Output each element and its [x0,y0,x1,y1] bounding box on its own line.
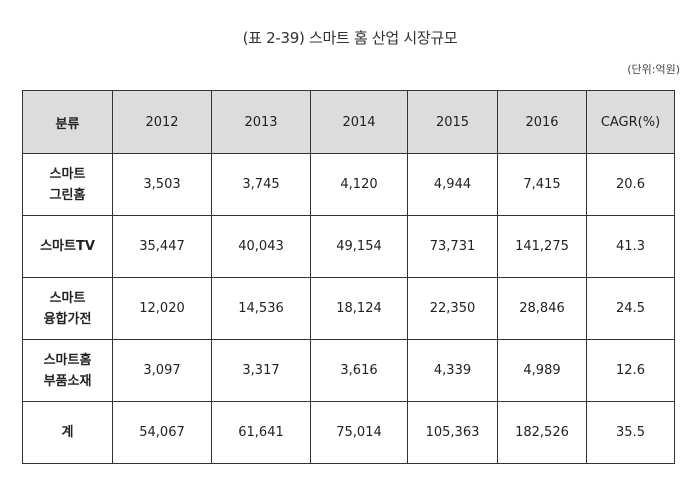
table-cell: 4,120 [310,153,408,216]
table-cell: 14,536 [211,277,311,340]
table-row: 스마트TV 35,447 40,043 49,154 73,731 141,275 41.3 [22,215,675,278]
header-row: 분류 2012 2013 2014 2015 2016 CAGR(%) [22,90,675,154]
header-2016: 2016 [497,90,587,154]
table-cell: 54,067 [112,401,212,464]
table-cell: 141,275 [497,215,587,278]
header-2015: 2015 [407,90,498,154]
row-label-line1: 스마트 [49,166,86,182]
row-label: 스마트TV [22,215,113,278]
table-cell: 28,846 [497,277,587,340]
table-cell: 73,731 [407,215,498,278]
row-label-line1: 스마트TV [40,239,95,254]
unit-note: (단위:억원) [627,63,680,76]
table-cell: 182,526 [497,401,587,464]
table-cell: 41.3 [586,215,675,278]
table-cell: 75,014 [310,401,408,464]
table-row: 계 54,067 61,641 75,014 105,363 182,526 35.5 [22,401,675,464]
table-cell: 3,097 [112,339,212,402]
table-cell: 7,415 [497,153,587,216]
table-cell: 40,043 [211,215,311,278]
row-label-line1: 스마트 [49,290,86,306]
header-2013: 2013 [211,90,311,154]
row-label-line2: 융합가전 [43,311,92,327]
table-cell: 3,616 [310,339,408,402]
table-cell: 3,317 [211,339,311,402]
row-label-line1: 스마트홈 [43,352,92,368]
table-row: 스마트 그린홈 3,503 3,745 4,120 4,944 7,415 20.6 [22,153,675,216]
table-cell: 35,447 [112,215,212,278]
table-cell: 35.5 [586,401,675,464]
table-cell: 12.6 [586,339,675,402]
table-cell: 20.6 [586,153,675,216]
table-cell: 4,944 [407,153,498,216]
table-row: 스마트홈 부품소재 3,097 3,317 3,616 4,339 4,989 12.6 [22,339,675,402]
table-title: (표 2-39) 스마트 홈 산업 시장규모 [242,29,458,47]
row-label-line1: 계 [61,425,74,440]
row-label-line2: 그린홈 [49,187,86,203]
header-category: 분류 [22,90,113,154]
table-row: 스마트 융합가전 12,020 14,536 18,124 22,350 28,846 24.… [22,277,675,340]
table-cell: 3,745 [211,153,311,216]
table-cell: 18,124 [310,277,408,340]
table-cell: 105,363 [407,401,498,464]
table-cell: 24.5 [586,277,675,340]
header-2014: 2014 [310,90,408,154]
header-cagr: CAGR(%) [586,90,675,154]
row-label: 계 [22,401,113,464]
table-cell: 4,339 [407,339,498,402]
table-cell: 12,020 [112,277,212,340]
table-cell: 4,989 [497,339,587,402]
table-cell: 22,350 [407,277,498,340]
table-cell: 61,641 [211,401,311,464]
row-label-line2: 부품소재 [43,373,92,389]
table-cell: 3,503 [112,153,212,216]
table-cell: 49,154 [310,215,408,278]
header-2012: 2012 [112,90,212,154]
